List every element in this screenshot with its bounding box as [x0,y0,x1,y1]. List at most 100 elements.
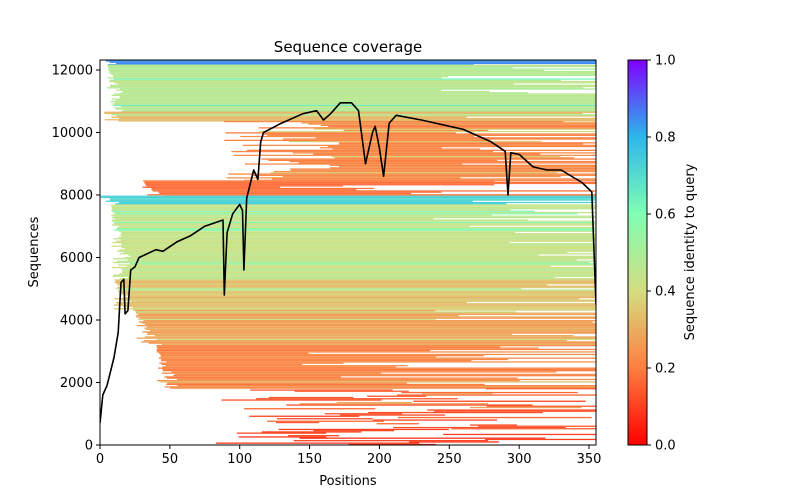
alignment-row [116,62,596,65]
alignment-row [413,400,586,402]
alignment-row [143,320,596,322]
alignment-row [294,390,409,392]
alignment-row [116,283,596,285]
alignment-row [135,311,516,313]
plot-area [100,60,596,445]
alignment-row [156,345,596,347]
alignment-row [289,140,542,143]
alignment-row [253,174,596,176]
alignment-row [329,164,596,166]
x-tick-label: 100 [227,452,252,467]
alignment-row [119,285,596,287]
alignment-row [122,271,596,274]
alignment-row [313,153,541,155]
alignment-row [120,92,528,94]
alignment-row [122,90,490,93]
alignment-row [120,95,596,98]
alignment-row [151,187,375,190]
alignment-row [158,191,442,193]
alignment-row [244,163,463,165]
alignment-row [144,182,596,185]
alignment-row [143,180,494,182]
alignment-row [255,398,458,400]
alignment-row [121,299,596,301]
alignment-row [343,129,489,131]
alignment-block [216,428,596,445]
alignment-row [111,94,596,96]
alignment-heatmap [100,60,596,445]
alignment-row [108,72,596,74]
x-tick-label: 250 [437,452,462,467]
alignment-row [142,331,596,333]
alignment-row [111,205,596,207]
alignment-row [119,249,596,251]
alignment-row [135,310,436,312]
alignment-row [367,395,427,397]
alignment-row [120,231,516,234]
alignment-row [135,312,596,314]
alignment-row [121,268,596,270]
alignment-row [157,350,430,352]
alignment-row [119,234,596,236]
alignment-row [108,69,544,71]
alignment-row [162,370,596,372]
x-axis: 0 50 100 150 200 250 300 350 [96,445,601,467]
alignment-row [470,424,517,426]
alignment-row [121,235,596,237]
coverage-line [100,102,596,424]
alignment-row [261,158,596,160]
coverage-line-layer [100,102,596,424]
alignment-row [299,437,546,439]
alignment-row [107,77,442,79]
alignment-row [117,226,596,229]
alignment-row [159,362,344,364]
alignment-row [114,213,578,215]
alignment-row [123,251,568,254]
x-tick-label: 300 [507,452,532,467]
alignment-row [156,348,596,351]
alignment-row [113,274,596,276]
alignment-row [331,155,561,158]
alignment-row [258,130,596,133]
alignment-row [159,352,309,354]
y-tick-label: 4000 [60,314,93,329]
alignment-row [125,296,595,299]
alignment-row [165,365,408,367]
colorbar-gradient [627,59,648,446]
alignment-row [154,335,574,337]
alignment-row [166,361,596,363]
alignment-row [267,134,596,136]
alignment-row [111,116,467,118]
alignment-row [339,142,596,144]
alignment-row [434,410,596,412]
colorbar: 0.0 0.2 0.4 0.6 0.8 1.0 Sequence identity to … [627,54,698,454]
alignment-row [167,382,407,384]
alignment-row [288,435,340,437]
alignment-row [485,438,596,441]
alignment-row [313,128,596,130]
alignment-row [101,196,596,199]
alignment-row [238,436,327,438]
alignment-row [224,120,564,123]
alignment-row [114,281,596,284]
alignment-row [398,416,592,419]
alignment-row [160,381,596,383]
alignment-row [111,220,596,222]
alignment-row [136,325,596,327]
alignment-row [104,112,583,115]
alignment-row [114,102,596,104]
alignment-row [224,139,491,141]
alignment-row [116,240,596,242]
alignment-row [124,256,596,259]
alignment-row [236,432,327,434]
alignment-row [267,420,385,422]
alignment-row [299,403,489,405]
alignment-row [368,411,543,414]
alignment-row [111,98,596,100]
alignment-row [117,83,515,85]
alignment-row [249,415,360,417]
alignment-row [171,371,557,373]
colorbar-ticks: 0.0 0.2 0.4 0.6 0.8 1.0 [647,54,676,454]
alignment-row [240,135,475,138]
y-tick-label: 10000 [52,126,93,141]
